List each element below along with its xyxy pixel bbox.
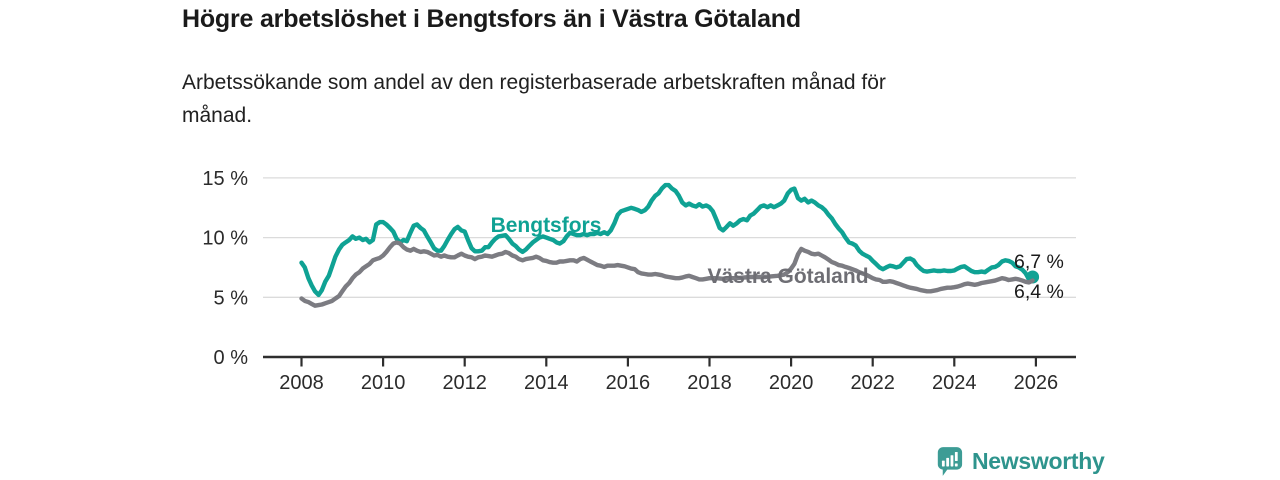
vastra-gotaland-end-value-label: 6,4 % bbox=[1014, 281, 1064, 303]
x-axis-label: 2022 bbox=[850, 372, 895, 394]
bengtsfors-line bbox=[299, 182, 1035, 298]
x-axis-label: 2024 bbox=[932, 372, 977, 394]
y-axis-label: 5 % bbox=[214, 287, 249, 309]
page-title: Högre arbetslöshet i Bengtsfors än i Väs… bbox=[182, 5, 801, 33]
newsworthy-footer: Newsworthy bbox=[936, 446, 1105, 477]
chart-subtitle: Arbetssökande som andel av den registerb… bbox=[182, 71, 886, 127]
bengtsfors-series-label: Bengtsfors bbox=[491, 214, 602, 237]
x-axis-label: 2010 bbox=[361, 372, 406, 394]
x-axis-label: 2014 bbox=[524, 372, 569, 394]
vastra-gotaland-series-label: Västra Götaland bbox=[707, 265, 868, 288]
axes: 0 % 5 % 10 % 15 % 2008 2010 2012 2014 2016 2018 20… bbox=[202, 168, 1076, 394]
x-axis-label: 2008 bbox=[279, 372, 324, 394]
x-axis-label: 2018 bbox=[687, 372, 732, 394]
vastra-gotaland-line bbox=[299, 240, 1035, 308]
y-axis-label: 0 % bbox=[214, 347, 249, 369]
y-axis-label: 10 % bbox=[202, 228, 248, 250]
annotations: Bengtsfors 6,7 % Västra Götaland 6,4 % bbox=[491, 214, 1064, 303]
newsworthy-brand-text: Newsworthy bbox=[972, 448, 1105, 474]
gridlines bbox=[263, 177, 1076, 298]
x-axis-label: 2020 bbox=[769, 372, 814, 394]
x-axis-label: 2012 bbox=[442, 372, 487, 394]
bengtsfors-end-value-label: 6,7 % bbox=[1014, 251, 1064, 273]
series-lines bbox=[299, 182, 1040, 308]
y-axis-label: 15 % bbox=[202, 168, 248, 190]
newsworthy-logo-icon bbox=[937, 447, 963, 476]
x-axis-label: 2026 bbox=[1014, 372, 1059, 394]
x-axis-label: 2016 bbox=[606, 372, 651, 394]
